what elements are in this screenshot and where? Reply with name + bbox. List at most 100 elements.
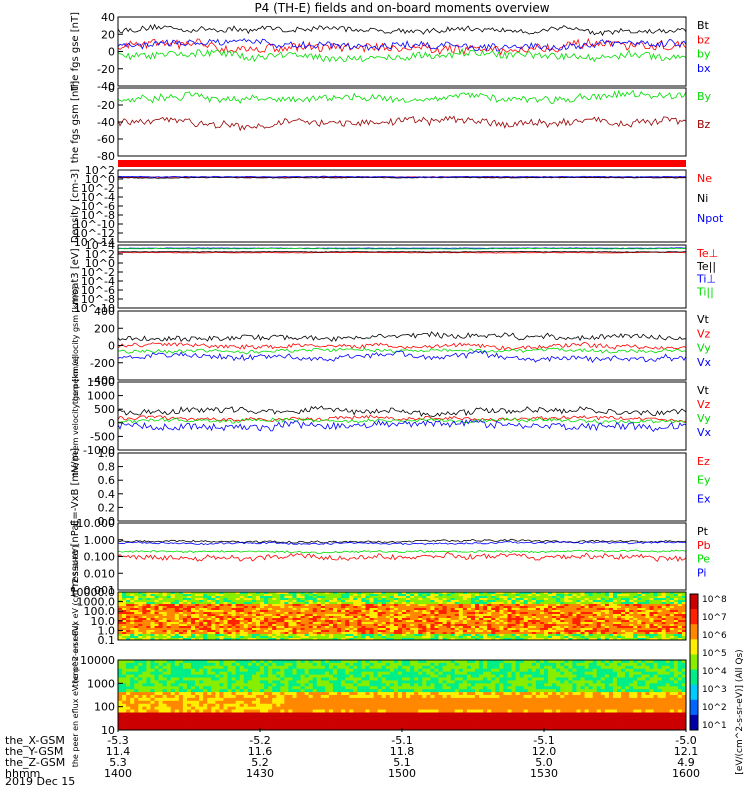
heatmap-cell: [182, 721, 188, 725]
heatmap-cell: [349, 668, 354, 673]
ytick-label: 10^-2: [81, 266, 115, 279]
heatmap-cell: [247, 604, 253, 607]
heatmap-cell: [170, 608, 176, 611]
heatmap-cell: [304, 604, 310, 607]
legend-Npot: Npot: [697, 212, 724, 225]
heatmap-cell: [324, 674, 330, 678]
heatmap-cell: [373, 634, 379, 637]
heatmap-cell: [219, 622, 224, 625]
heatmap-cell: [369, 608, 374, 611]
heatmap-cell: [353, 692, 358, 696]
heatmap-cell: [292, 689, 297, 693]
heatmap-cell: [544, 596, 549, 599]
heatmap-cell: [592, 600, 598, 603]
heatmap-cell: [511, 604, 516, 607]
heatmap-cell: [146, 724, 151, 728]
heatmap-cell: [503, 616, 508, 619]
heatmap-cell: [154, 718, 159, 722]
heatmap-cell: [255, 683, 261, 687]
heatmap-cell: [195, 703, 200, 708]
heatmap-cell: [515, 596, 521, 599]
heatmap-cell: [276, 695, 281, 699]
heatmap-cell: [158, 724, 164, 728]
heatmap-cell: [548, 630, 553, 633]
heatmap-cell: [324, 608, 330, 611]
heatmap-cell: [365, 604, 370, 607]
heatmap-cell: [292, 624, 297, 627]
heatmap-cell: [320, 592, 326, 595]
heatmap-cell: [361, 614, 366, 617]
heatmap-cell: [527, 618, 533, 621]
heatmap-cell: [170, 683, 176, 687]
heatmap-cell: [150, 616, 155, 619]
heatmap-cell: [402, 638, 407, 641]
heatmap-cell: [673, 604, 679, 607]
heatmap-cell: [186, 668, 192, 673]
heatmap-cell: [442, 620, 448, 623]
heatmap-cell: [284, 600, 289, 603]
heatmap-cell: [304, 668, 310, 673]
heatmap-cell: [552, 592, 557, 595]
heatmap-cell: [669, 634, 675, 637]
heatmap-cell: [296, 634, 301, 637]
heatmap-cell: [146, 703, 151, 708]
heatmap-cell: [260, 604, 265, 607]
heatmap-cell: [130, 721, 135, 725]
heatmap-cell: [243, 606, 249, 609]
panel-frame: [117, 169, 687, 243]
heatmap-cell: [264, 600, 269, 603]
heatmap-cell: [422, 614, 427, 617]
heatmap-cell: [142, 608, 147, 611]
heatmap-cell: [604, 602, 610, 605]
heatmap-cell: [296, 706, 301, 710]
heatmap-cell: [158, 709, 164, 713]
heatmap-cell: [337, 727, 342, 731]
heatmap-cell: [353, 594, 358, 597]
heatmap-cell: [182, 695, 188, 699]
heatmap-cell: [406, 600, 411, 603]
heatmap-cell: [373, 638, 379, 641]
heatmap-cell: [422, 604, 427, 607]
heatmap-cell: [268, 636, 273, 639]
heatmap-cell: [146, 700, 151, 705]
heatmap-cell: [239, 671, 245, 675]
heatmap-cell: [130, 626, 135, 629]
heatmap-cell: [466, 614, 472, 617]
heatmap-cell: [276, 626, 281, 629]
ytick-label: 1000.0: [77, 596, 116, 609]
heatmap-cell: [207, 665, 212, 670]
heatmap-cell: [154, 628, 159, 631]
heatmap-cell: [324, 636, 330, 639]
heatmap-cell: [576, 622, 581, 625]
heatmap-cell: [288, 592, 293, 595]
heatmap-cell: [454, 624, 460, 627]
heatmap-cell: [231, 620, 237, 623]
heatmap-cell: [353, 600, 358, 603]
heatmap-cell: [223, 709, 228, 713]
heatmap-cell: [300, 677, 306, 681]
heatmap-cell: [337, 622, 342, 625]
heatmap-cell: [296, 677, 301, 681]
heatmap-cell: [162, 715, 168, 719]
heatmap-cell: [466, 620, 472, 623]
heatmap-cell: [243, 600, 249, 603]
heatmap-cell: [349, 592, 354, 595]
heatmap-cell: [511, 602, 516, 605]
heatmap-cell: [645, 628, 650, 631]
heatmap-cell: [118, 596, 123, 599]
ylabel: the fgs gse [nT]: [70, 12, 81, 91]
heatmap-cell: [604, 628, 610, 631]
heatmap-cell: [402, 614, 407, 617]
heatmap-cell: [333, 596, 338, 599]
heatmap-cell: [487, 600, 492, 603]
heatmap-cell: [373, 618, 379, 621]
heatmap-cell: [653, 620, 658, 623]
heatmap-cell: [272, 626, 277, 629]
heatmap-cell: [649, 630, 654, 633]
heatmap-cell: [138, 712, 143, 716]
heatmap-cell: [345, 683, 350, 687]
heatmap-cell: [556, 624, 561, 627]
heatmap-cell: [227, 660, 232, 664]
heatmap-cell: [592, 608, 598, 611]
heatmap-cell: [304, 680, 310, 684]
